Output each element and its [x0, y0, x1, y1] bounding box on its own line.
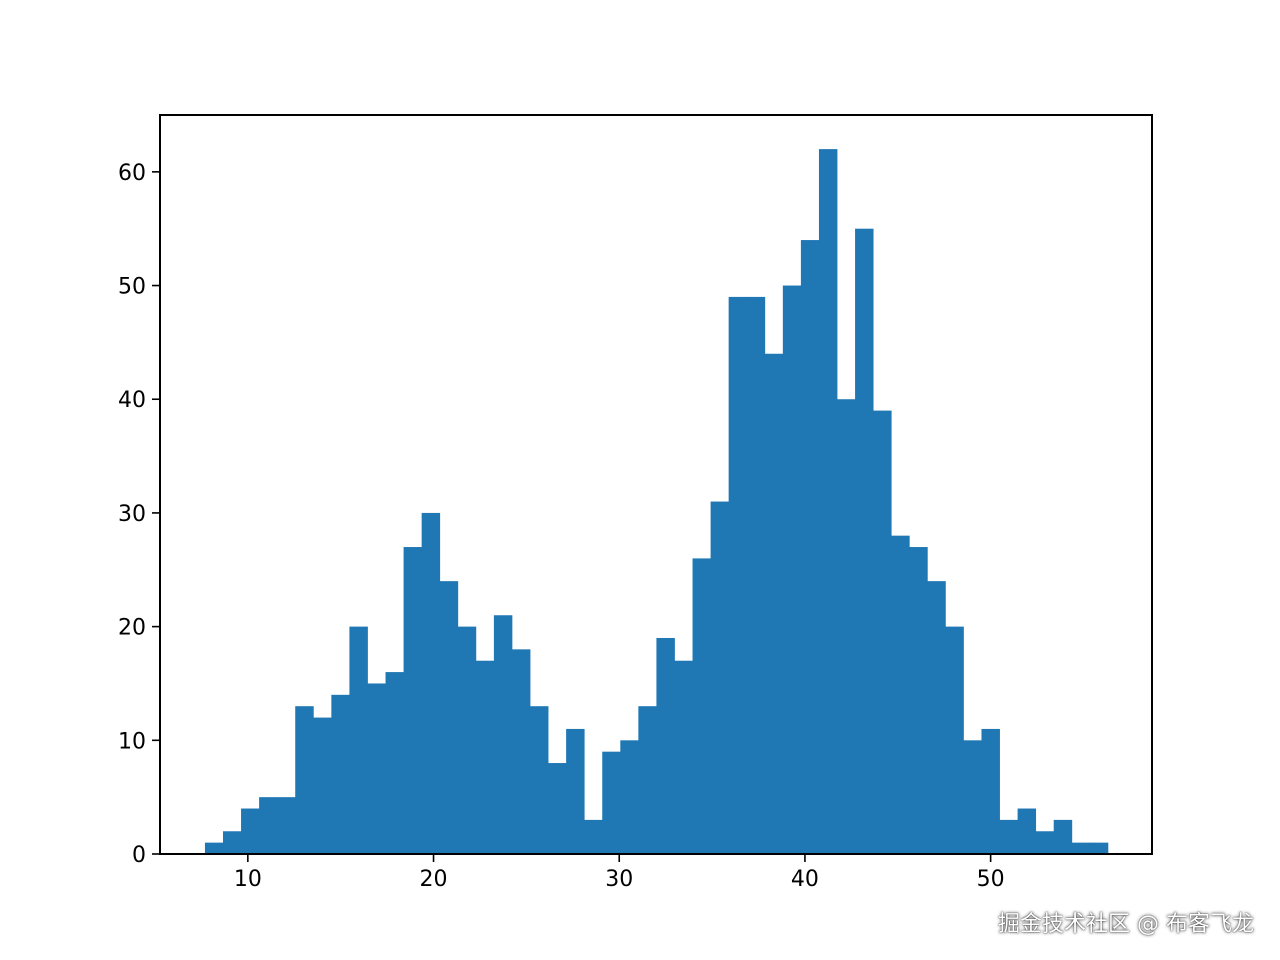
x-tick-label: 10 — [234, 867, 262, 892]
histogram-bar — [927, 581, 946, 854]
histogram-bar — [710, 501, 730, 854]
watermark: 掘金技术社区 @ 布客飞龙 — [998, 912, 1254, 937]
histogram-bar — [566, 728, 585, 854]
histogram-bar — [656, 637, 675, 854]
histogram-bar — [222, 831, 242, 854]
histogram-bar — [728, 296, 748, 854]
x-tick-label: 40 — [791, 867, 819, 892]
x-tick-label: 50 — [977, 867, 1005, 892]
histogram-bar — [999, 819, 1019, 854]
x-tick-label: 30 — [605, 867, 633, 892]
y-tick-label: 30 — [118, 502, 146, 527]
histogram-bar — [800, 240, 820, 855]
histogram-bar — [1089, 842, 1109, 854]
axes-frame — [159, 114, 1153, 855]
y-axis-ticks: 0 10 20 30 40 50 60 — [118, 161, 160, 868]
histogram-bar — [1017, 808, 1037, 854]
y-tick-label: 40 — [118, 388, 146, 413]
histogram-bar — [548, 763, 567, 854]
histogram-bars — [204, 149, 1109, 855]
histogram-bar — [620, 740, 639, 854]
histogram-bar — [746, 296, 766, 854]
histogram-bar — [313, 717, 332, 854]
y-tick-label: 20 — [118, 616, 146, 641]
histogram-bar — [204, 842, 224, 854]
histogram-bar — [367, 683, 386, 854]
y-tick-label: 10 — [118, 729, 146, 754]
y-tick-label: 0 — [132, 843, 146, 868]
histogram-bar — [1035, 831, 1055, 854]
histogram-bar — [475, 660, 495, 854]
histogram-bar — [981, 728, 1000, 854]
histogram-bar — [403, 547, 423, 854]
histogram-bar — [782, 285, 802, 854]
histogram-bar — [602, 751, 621, 854]
histogram-bar — [241, 808, 260, 854]
histogram-bar — [692, 558, 711, 854]
histogram-bar — [638, 706, 657, 854]
histogram-bar — [295, 706, 314, 854]
histogram-bar — [891, 535, 910, 854]
histogram-bar — [421, 512, 441, 854]
histogram-bar — [837, 399, 856, 854]
histogram-bar — [818, 149, 838, 855]
histogram-bar — [584, 819, 603, 854]
histogram-bar — [511, 649, 531, 854]
histogram-bar — [259, 797, 278, 854]
histogram-bar — [385, 672, 404, 854]
histogram-bar — [331, 694, 350, 854]
histogram-bar — [349, 626, 368, 854]
histogram-bar — [909, 547, 928, 854]
x-tick-label: 20 — [420, 867, 448, 892]
x-axis-ticks: 10 20 30 40 50 — [234, 854, 1005, 892]
histogram-bar — [674, 660, 693, 854]
histogram-bar — [530, 706, 549, 854]
y-tick-label: 50 — [118, 275, 146, 300]
histogram-bar — [1071, 842, 1091, 854]
histogram-bar — [855, 228, 874, 854]
histogram-bar — [277, 797, 296, 854]
histogram-bar — [493, 615, 513, 854]
histogram-bar — [439, 581, 459, 854]
histogram-bar — [764, 353, 784, 854]
histogram-bar — [873, 410, 892, 854]
histogram-bar — [457, 626, 477, 854]
histogram-bar — [945, 626, 964, 854]
histogram-bar — [1053, 819, 1073, 854]
histogram-bar — [963, 740, 982, 854]
y-tick-label: 60 — [118, 161, 146, 186]
